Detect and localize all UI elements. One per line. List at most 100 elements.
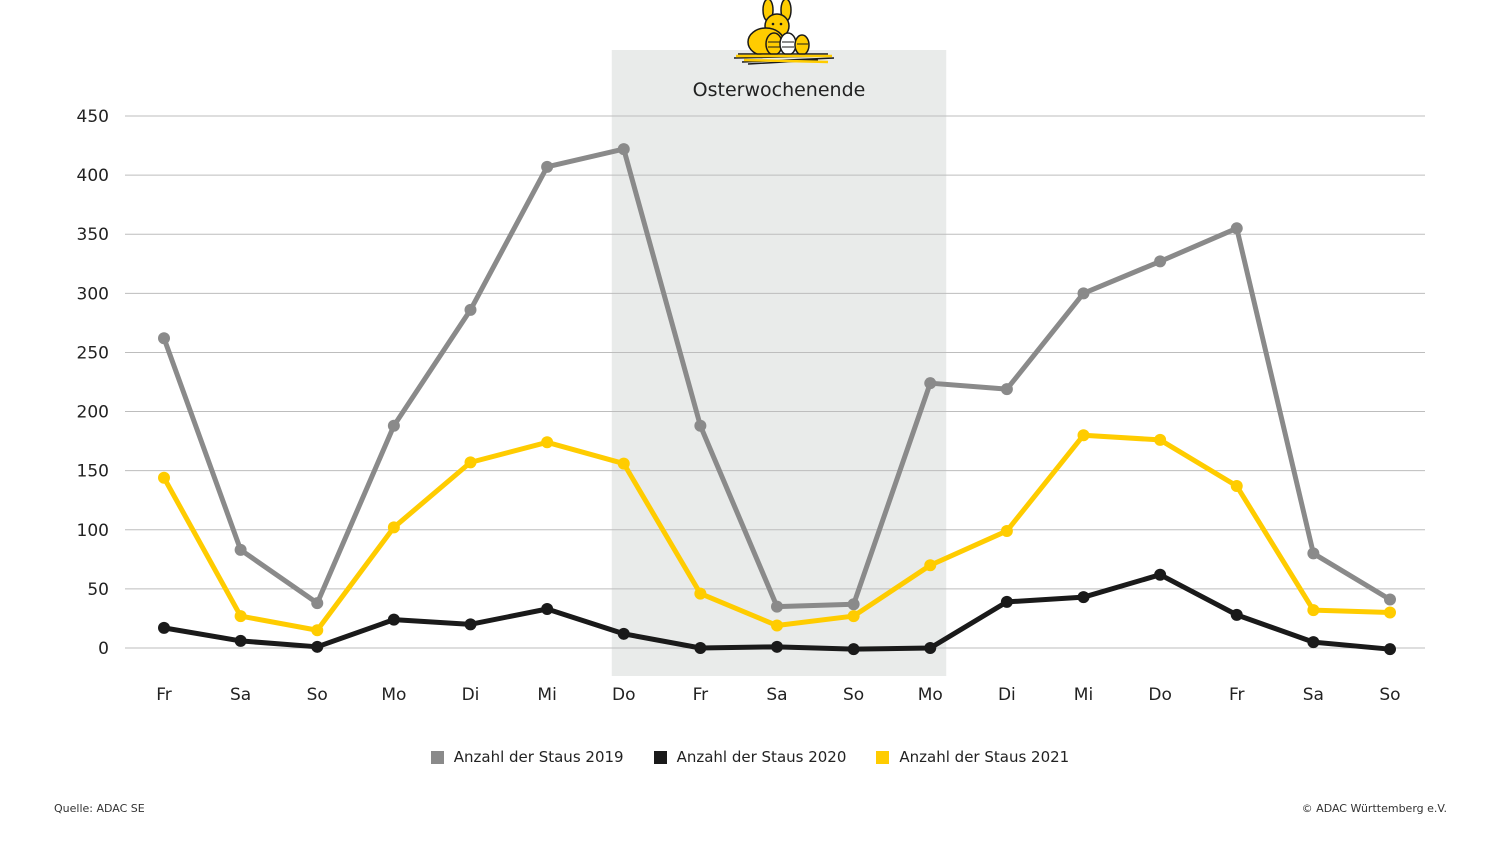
x-tick-label: Di — [462, 685, 480, 705]
data-point — [617, 627, 630, 640]
y-tick-label: 0 — [98, 639, 109, 659]
data-point — [1384, 643, 1396, 656]
data-point — [1000, 595, 1013, 608]
data-point — [1000, 383, 1013, 396]
x-tick-label: Fr — [693, 685, 709, 705]
x-tick-label: Fr — [156, 685, 172, 705]
easter-weekend-band-group: Osterwochenende — [611, 50, 947, 676]
data-point — [694, 587, 707, 600]
series-0 — [158, 143, 1396, 613]
data-point — [464, 303, 477, 316]
x-tick-label: Mo — [381, 685, 406, 705]
data-point — [924, 642, 937, 654]
x-tick-label: Sa — [1303, 685, 1324, 705]
legend-label-2019: Anzahl der Staus 2019 — [453, 748, 624, 766]
y-tick-label: 150 — [77, 462, 109, 482]
data-point — [387, 521, 400, 534]
legend-swatch-2020 — [653, 750, 667, 764]
x-tick-label: Do — [1148, 685, 1172, 705]
y-tick-label: 400 — [77, 166, 109, 186]
y-tick-label: 50 — [87, 580, 109, 600]
data-point — [311, 597, 324, 610]
data-point — [924, 559, 937, 572]
data-point — [387, 613, 400, 626]
series-lines — [158, 143, 1396, 656]
data-point — [464, 456, 477, 469]
y-tick-label: 450 — [77, 107, 109, 127]
series-1 — [158, 568, 1396, 656]
legend-swatch-2019 — [430, 750, 444, 764]
data-point — [158, 621, 170, 634]
data-point — [541, 436, 554, 449]
data-point — [464, 618, 477, 631]
data-point — [1000, 524, 1013, 537]
easter-weekend-band — [611, 50, 947, 676]
data-point — [234, 543, 247, 556]
data-point — [847, 598, 860, 611]
x-tick-label: So — [843, 685, 864, 705]
data-point — [1307, 547, 1320, 560]
y-tick-label: 100 — [77, 521, 109, 541]
legend-swatch-2021 — [876, 750, 890, 764]
data-point — [1154, 568, 1167, 581]
data-point — [771, 640, 783, 653]
x-tick-label: Do — [612, 685, 636, 705]
data-point — [1230, 608, 1243, 621]
y-tick-label: 300 — [77, 284, 109, 304]
legend-label-2020: Anzahl der Staus 2020 — [676, 748, 847, 766]
data-point — [1307, 604, 1320, 617]
y-tick-label: 200 — [77, 403, 109, 423]
x-tick-label: Mi — [537, 685, 556, 705]
x-tick-label: Sa — [230, 685, 251, 705]
x-axis-ticks: Fr Sa So Mo Di Mi Do Fr Sa So Mo Di Mi Do Fr Sa So — [156, 685, 1400, 705]
data-point — [847, 610, 860, 623]
data-point — [541, 602, 554, 615]
legend-item-2021: Anzahl der Staus 2021 — [876, 748, 1069, 766]
data-point — [1077, 287, 1090, 300]
data-point — [1077, 591, 1090, 604]
y-tick-label: 250 — [77, 343, 109, 363]
series-2 — [158, 429, 1396, 637]
source-note: Quelle: ADAC SE — [54, 802, 145, 815]
data-point — [387, 419, 400, 432]
data-point — [1384, 606, 1396, 619]
legend: Anzahl der Staus 2019 Anzahl der Staus 2… — [0, 748, 1500, 766]
easter-weekend-label: Osterwochenende — [693, 79, 866, 101]
data-point — [924, 377, 937, 390]
data-point — [617, 457, 630, 470]
data-point — [1154, 255, 1167, 268]
data-point — [1230, 222, 1243, 235]
data-point — [694, 642, 707, 654]
data-point — [158, 471, 170, 484]
x-tick-label: Mo — [918, 685, 943, 705]
data-point — [1384, 593, 1396, 606]
copyright-note: © ADAC Württemberg e.V. — [1301, 802, 1447, 815]
x-tick-label: Fr — [1229, 685, 1245, 705]
data-point — [541, 160, 554, 173]
data-point — [158, 332, 170, 345]
data-point — [847, 643, 860, 656]
data-point — [694, 419, 707, 432]
data-point — [311, 624, 324, 637]
x-tick-label: Di — [998, 685, 1016, 705]
data-point — [1154, 433, 1167, 446]
x-tick-label: Mi — [1074, 685, 1093, 705]
x-tick-label: Sa — [766, 685, 787, 705]
legend-item-2019: Anzahl der Staus 2019 — [430, 748, 624, 766]
x-tick-label: So — [1379, 685, 1400, 705]
data-point — [771, 619, 783, 632]
easter-bunny-icon — [733, 0, 835, 65]
data-point — [311, 640, 324, 653]
data-point — [1307, 636, 1320, 649]
y-tick-label: 350 — [77, 225, 109, 245]
data-point — [617, 143, 630, 156]
gridlines — [125, 115, 1425, 649]
legend-label-2021: Anzahl der Staus 2021 — [899, 748, 1070, 766]
data-point — [1077, 429, 1090, 442]
y-axis-ticks: 0 50 100 150 200 250 300 350 400 450 — [77, 107, 109, 659]
x-tick-label: So — [307, 685, 328, 705]
data-point — [234, 610, 247, 623]
data-point — [234, 634, 247, 647]
data-point — [771, 600, 783, 613]
